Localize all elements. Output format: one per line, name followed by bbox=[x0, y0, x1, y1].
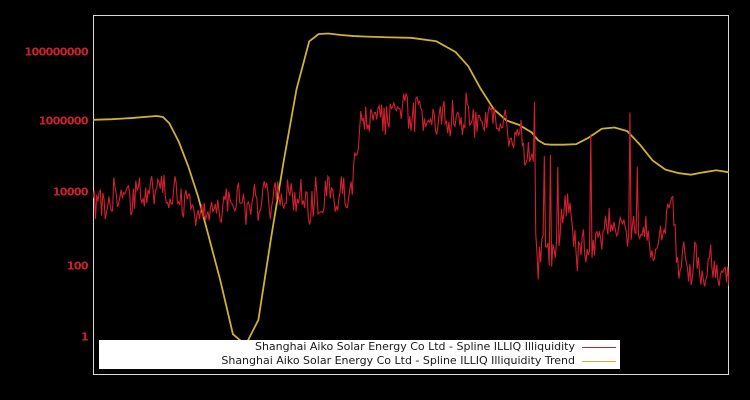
legend-entry-label: Shanghai Aiko Solar Energy Co Ltd - Spli… bbox=[221, 354, 575, 367]
trend-series-group bbox=[93, 32, 729, 346]
ytick-label: 1 bbox=[80, 330, 89, 344]
legend-entry-label: Shanghai Aiko Solar Energy Co Ltd - Spli… bbox=[254, 340, 575, 353]
line-swatch-icon bbox=[582, 360, 616, 362]
ytick-label: 1000000 bbox=[38, 114, 89, 128]
legend-entry-illiquidity-trend: Shanghai Aiko Solar Energy Co Ltd - Spli… bbox=[99, 354, 620, 368]
legend-entry-illiquidity: Shanghai Aiko Solar Energy Co Ltd - Spli… bbox=[99, 340, 620, 354]
illiquidity-line bbox=[93, 92, 729, 287]
chart-legend: Shanghai Aiko Solar Energy Co Ltd - Spli… bbox=[99, 340, 620, 369]
ytick-label: 100 bbox=[66, 259, 89, 273]
plot-area-frame bbox=[93, 15, 729, 375]
illiquidity-series-group bbox=[93, 92, 729, 287]
line-swatch-icon bbox=[582, 346, 616, 348]
ytick-label: 100000000 bbox=[24, 45, 89, 59]
ytick-label: 10000 bbox=[52, 185, 89, 199]
plot-canvas bbox=[93, 32, 729, 346]
illiquidity-trend-line bbox=[93, 32, 729, 346]
